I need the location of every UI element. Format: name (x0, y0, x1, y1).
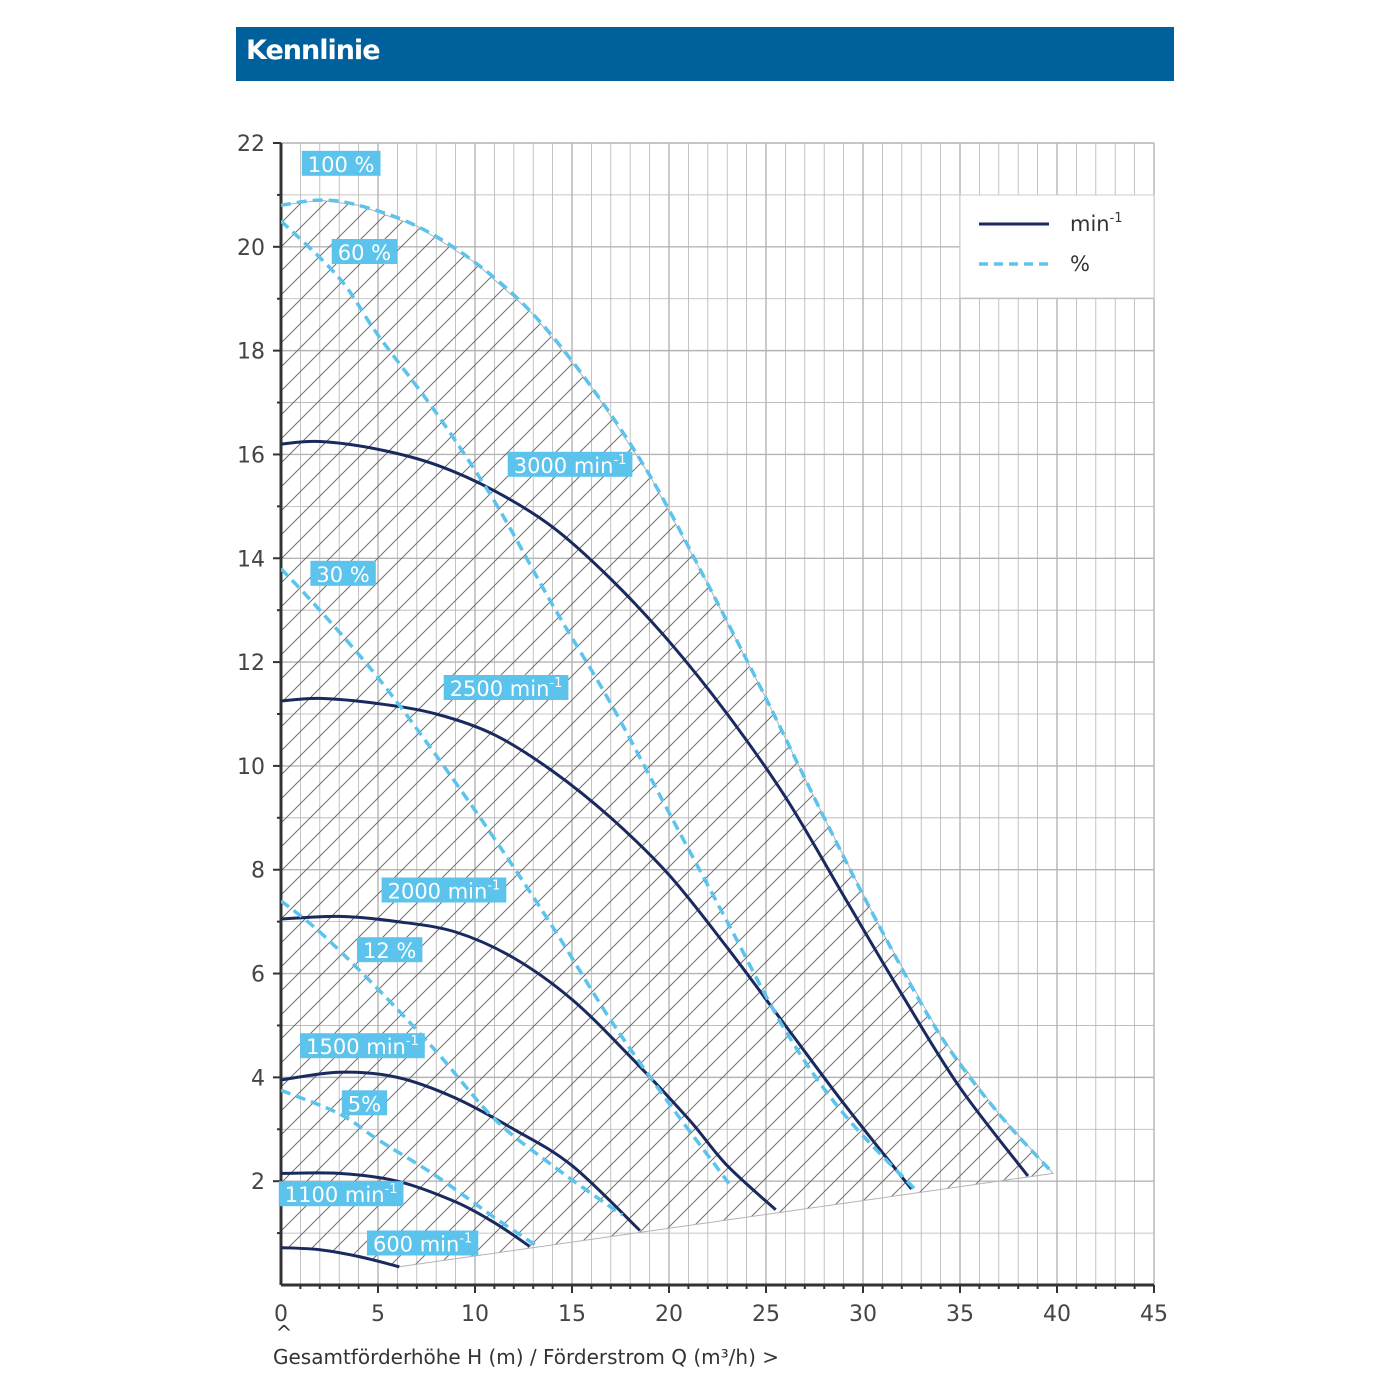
axes: 0 5 10 15 20 25 30 35 40 45 2 4 6 8 10 12 14 16 18 20 22 ^Ges… (237, 132, 1168, 1369)
curve-label-text: 1500 min-1 (306, 1034, 419, 1059)
curve-label: 100 % (301, 150, 381, 177)
x-axis-marker: ^ (276, 1321, 293, 1345)
y-tick-label: 6 (251, 963, 265, 988)
series-line (281, 1070, 641, 1232)
legend-box (959, 194, 1155, 299)
y-tick-label: 16 (237, 443, 265, 468)
series-line (281, 1246, 400, 1269)
x-tick-label: 15 (558, 1302, 586, 1327)
curve-label-box (331, 239, 398, 264)
curve-label-box (381, 877, 507, 903)
curve-label-text: 100 % (308, 153, 375, 177)
series-line (281, 1088, 539, 1248)
curve-label: 600 min-1 (367, 1230, 479, 1256)
y-tick-label: 18 (237, 340, 265, 365)
y-tick-label: 10 (237, 755, 265, 780)
x-tick-label: 5 (371, 1302, 385, 1327)
series-line (281, 914, 777, 1211)
curve-label: 1100 min-1 (278, 1181, 404, 1207)
curve-label-text: 60 % (338, 241, 391, 265)
x-tick-label: 40 (1043, 1302, 1071, 1327)
curve-label-box (300, 1033, 425, 1059)
series-line (281, 567, 733, 1188)
y-tick-label: 22 (237, 132, 265, 157)
x-axis-label: Gesamtförderhöhe H (m) / Förderstrom Q (… (273, 1345, 779, 1369)
curve-label-box (310, 560, 376, 586)
y-tick-label: 4 (251, 1066, 265, 1091)
x-tick-label: 10 (461, 1302, 489, 1327)
curve-label-box (367, 1230, 479, 1256)
curve-label: 60 % (331, 239, 398, 265)
curve-label-text: 5% (348, 1092, 381, 1116)
curve-label: 2000 min-1 (381, 877, 507, 903)
curve-label-box (357, 937, 423, 963)
curve-label-box (278, 1181, 404, 1207)
curve-label: 30 % (310, 560, 376, 587)
x-tick-label: 25 (752, 1302, 780, 1327)
legend: min-1% (959, 194, 1155, 299)
y-tick-label: 20 (237, 236, 265, 261)
y-tick-label: 14 (237, 547, 265, 572)
curve-label-text: 3000 min-1 (514, 453, 627, 478)
series-line (281, 899, 624, 1217)
curve-label-box (443, 675, 569, 700)
page-title: Kennlinie (246, 35, 381, 66)
series-line (281, 696, 913, 1190)
curve-label-text: 2000 min-1 (388, 878, 501, 903)
curve-label-text: 2500 min-1 (450, 676, 563, 701)
curve-label: 1500 min-1 (300, 1033, 425, 1059)
curve-label-box (341, 1090, 388, 1116)
curve-label-text: 12 % (363, 939, 416, 963)
curve-label-layer: 3000 min-1 2500 min-1 2000 min-1 1500 min-1… (278, 150, 633, 1256)
x-tick-label: 35 (946, 1302, 974, 1327)
x-tick-label: 20 (655, 1302, 683, 1327)
page-header: Kennlinie (236, 27, 1174, 81)
curve-label-text: 1100 min-1 (285, 1182, 398, 1207)
curve-label-box (507, 451, 633, 477)
legend-label: % (1070, 252, 1090, 276)
x-tick-label: 30 (849, 1302, 877, 1327)
y-tick-label: 12 (237, 651, 265, 676)
y-tick-label: 2 (251, 1170, 265, 1195)
y-tick-label: 8 (251, 859, 265, 884)
curve-label: 5% (341, 1090, 388, 1116)
series-line (281, 219, 919, 1193)
curve-label: 2500 min-1 (443, 675, 569, 701)
curve-label: 12 % (357, 937, 423, 963)
series-line (281, 439, 1030, 1177)
series-layer (281, 198, 1055, 1269)
series-line (281, 1171, 531, 1248)
curve-label: 3000 min-1 (507, 451, 633, 478)
x-tick-label: 0 (274, 1302, 288, 1327)
x-tick-label: 45 (1140, 1302, 1168, 1327)
curve-label-text: 600 min-1 (373, 1231, 472, 1256)
curve-label-box (301, 150, 381, 176)
series-line (281, 198, 1055, 1175)
curve-label-text: 30 % (316, 563, 369, 587)
